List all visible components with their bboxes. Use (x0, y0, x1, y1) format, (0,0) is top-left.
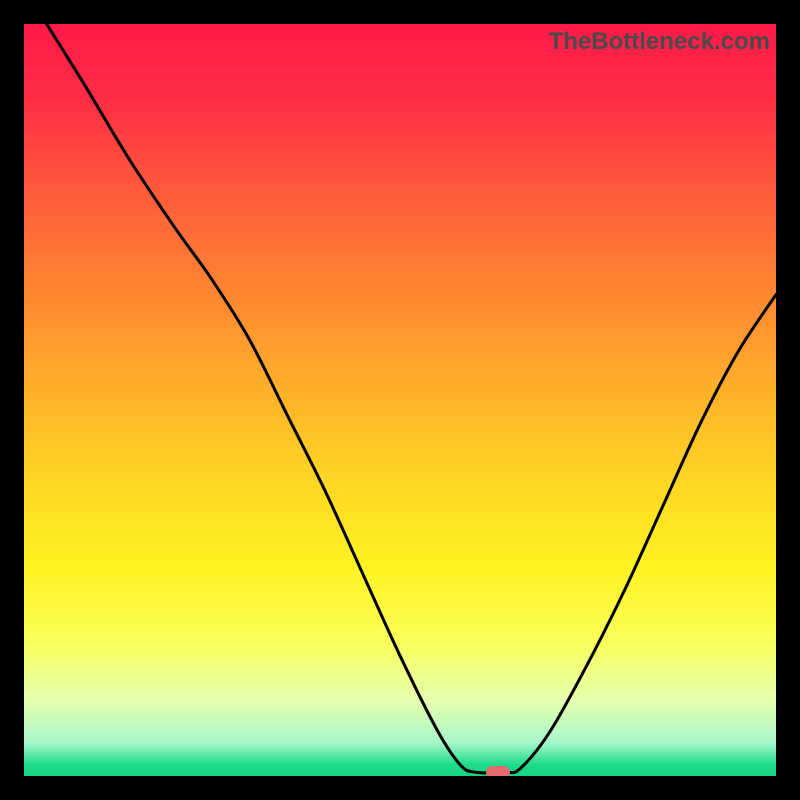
chart-container: TheBottleneck.com (0, 0, 800, 800)
plot-area: TheBottleneck.com (24, 24, 776, 776)
bottleneck-curve (24, 24, 776, 776)
optimal-point-marker (486, 766, 510, 776)
